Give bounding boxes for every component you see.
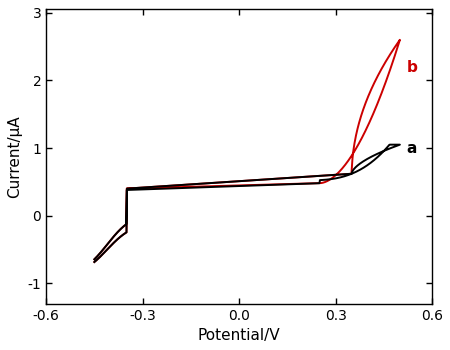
- Y-axis label: Current/μA: Current/μA: [7, 115, 22, 198]
- Text: a: a: [406, 141, 417, 156]
- Text: b: b: [406, 60, 417, 75]
- X-axis label: Potential/V: Potential/V: [198, 328, 280, 343]
